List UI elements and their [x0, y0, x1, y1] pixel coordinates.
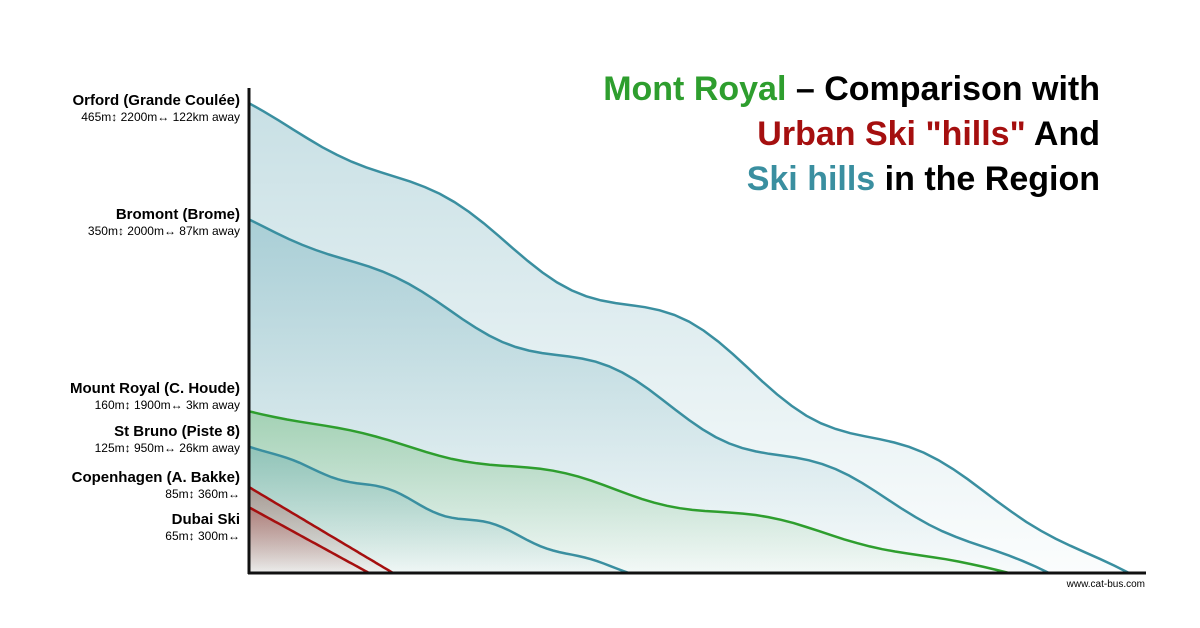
- title-part: in the Region: [875, 160, 1100, 198]
- hill-name: Copenhagen (A. Bakke): [72, 469, 240, 486]
- profile-line: [248, 506, 370, 575]
- hill-detail: 465m↕ 2200m↔ 122km away: [81, 110, 240, 124]
- profiles: [248, 102, 1130, 575]
- hill-name: Bromont (Brome): [116, 206, 240, 223]
- title-part: And: [1026, 115, 1100, 153]
- title-part: Ski hills: [747, 160, 876, 198]
- profile-line: [248, 486, 394, 575]
- title-line: Urban Ski "hills" And: [757, 115, 1100, 153]
- hill-detail: 65m↕ 300m↔: [165, 529, 240, 543]
- profile-line: [248, 410, 1010, 575]
- hill-name: Dubai Ski: [172, 511, 240, 528]
- credit: www.cat-bus.com: [1066, 579, 1145, 590]
- hill-detail: 160m↕ 1900m↔ 3km away: [95, 398, 240, 412]
- profile-line: [248, 218, 1050, 575]
- hill-name: Mount Royal (C. Houde): [70, 380, 240, 397]
- hill-detail: 350m↕ 2000m↔ 87km away: [88, 224, 240, 238]
- title-line: Ski hills in the Region: [747, 160, 1100, 198]
- title-part: Mont Royal: [603, 70, 786, 108]
- profile-area: [249, 446, 629, 573]
- title-part: – Comparison with: [786, 70, 1100, 108]
- labels: Orford (Grande Coulée)465m↕ 2200m↔ 122km…: [70, 92, 240, 543]
- hill-detail: 85m↕ 360m↔: [165, 487, 240, 501]
- hill-name: Orford (Grande Coulée): [72, 92, 240, 109]
- hill-detail: 125m↕ 950m↔ 26km away: [95, 441, 240, 455]
- hill-name: St Bruno (Piste 8): [114, 423, 240, 440]
- title-part: Urban Ski "hills": [757, 115, 1025, 153]
- title-line: Mont Royal – Comparison with: [603, 70, 1100, 108]
- title: Mont Royal – Comparison with Urban Ski "h…: [603, 70, 1100, 198]
- profile-line: [248, 445, 630, 575]
- profile-line: [248, 102, 1130, 575]
